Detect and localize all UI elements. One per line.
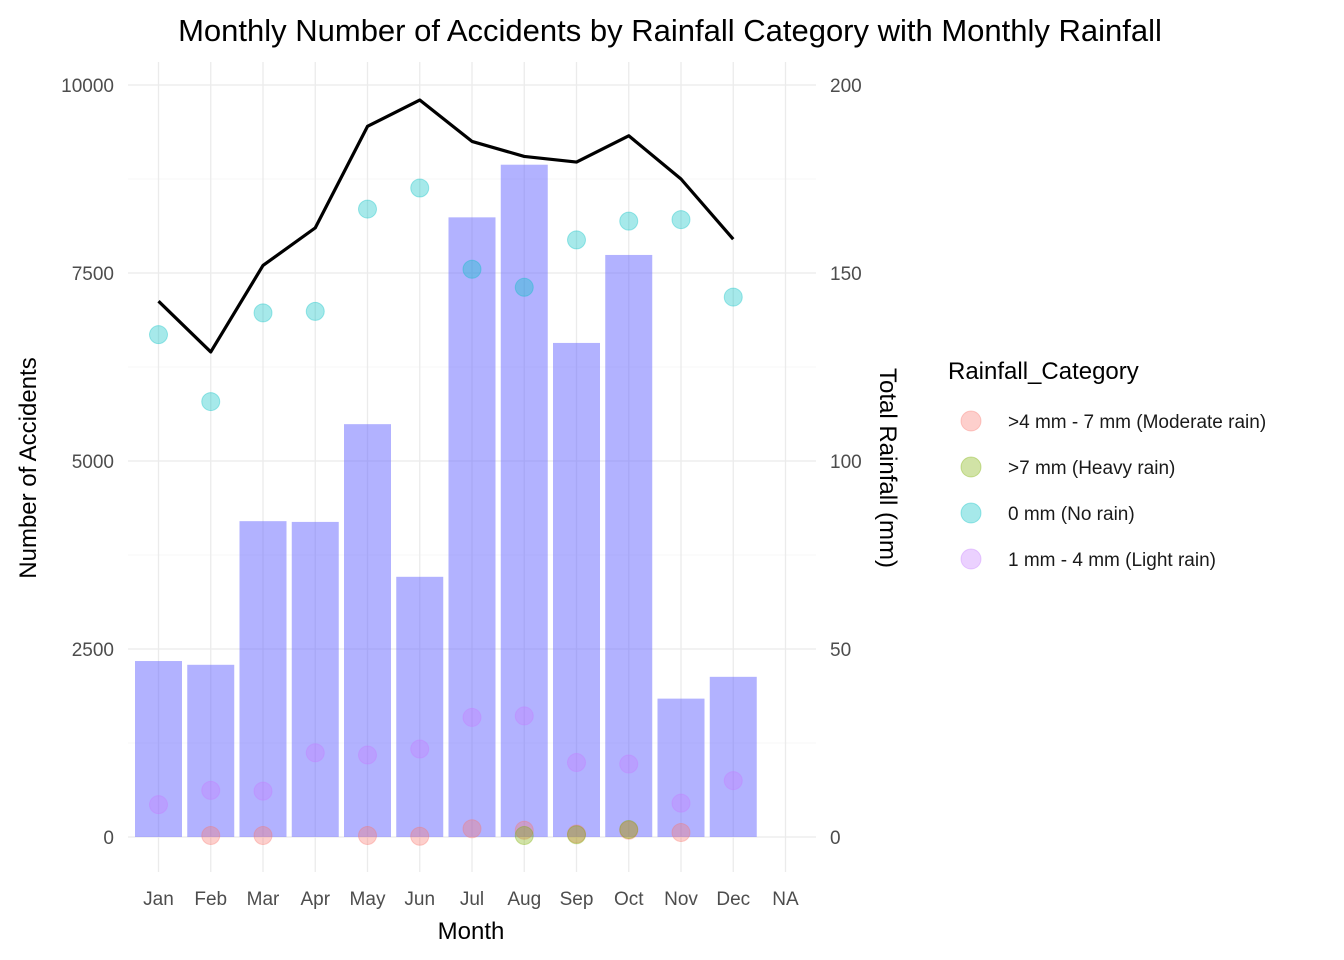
- x-axis-ticks: Jan Feb Mar Apr May Jun Jul Aug Sep Oct Nov Dec NA: [143, 889, 799, 910]
- bars: [135, 164, 757, 838]
- y2-tick-label: 100: [830, 452, 862, 473]
- point-series-3-nov: [671, 793, 691, 813]
- x-axis-title: Month: [438, 918, 505, 945]
- point-series-0-feb: [201, 825, 221, 845]
- bar-may: [344, 424, 391, 837]
- legend-item: >4 mm - 7 mm (Moderate rain): [960, 410, 1266, 433]
- point-series-0-oct: [619, 820, 639, 840]
- point-series-2-apr: [305, 301, 325, 321]
- y-axis-title: Number of Accidents: [15, 357, 42, 578]
- x-tick-label: Feb: [194, 889, 227, 910]
- x-tick-label: Jul: [460, 889, 484, 910]
- bar-sep: [553, 342, 600, 837]
- legend-key: [960, 410, 982, 432]
- y2-tick-label: 50: [830, 640, 851, 661]
- y-tick-label: 10000: [61, 76, 114, 97]
- point-series-0-may: [358, 825, 377, 845]
- bar-apr: [291, 521, 339, 837]
- legend: Rainfall_Category >4 mm - 7 mm (Moderate…: [948, 358, 1266, 571]
- x-tick-label: Aug: [507, 889, 541, 910]
- scatter-points: [149, 178, 743, 846]
- rainfall-line-path: [157, 98, 735, 354]
- legend-label: 0 mm (No rain): [1008, 504, 1135, 525]
- point-series-1-aug: [514, 825, 534, 845]
- point-series-0-jun: [410, 826, 430, 846]
- bar-nov: [657, 698, 705, 837]
- legend-label: 1 mm - 4 mm (Light rain): [1008, 550, 1216, 571]
- legend-label: >7 mm (Heavy rain): [1008, 458, 1175, 479]
- bar-oct: [605, 254, 653, 837]
- bar-jul: [448, 217, 496, 838]
- legend-key: [960, 456, 982, 478]
- point-series-3-oct: [619, 754, 639, 774]
- point-series-3-dec: [723, 771, 743, 791]
- bar-aug: [500, 164, 548, 837]
- x-tick-label: May: [350, 889, 386, 910]
- bar-jan: [135, 661, 182, 837]
- point-series-2-dec: [723, 287, 743, 307]
- point-series-0-nov: [671, 822, 691, 842]
- point-series-2-may: [358, 199, 377, 219]
- point-series-3-apr: [305, 743, 325, 763]
- point-series-3-jan: [149, 795, 168, 815]
- point-series-2-jan: [149, 325, 168, 345]
- y2-tick-label: 0: [830, 828, 841, 849]
- legend-item: 1 mm - 4 mm (Light rain): [960, 548, 1216, 571]
- point-series-3-feb: [201, 780, 221, 800]
- x-tick-label: Apr: [300, 889, 330, 910]
- point-series-2-jun: [410, 178, 430, 198]
- point-series-3-mar: [253, 781, 273, 801]
- point-series-2-feb: [201, 392, 221, 412]
- point-series-0-aug: [514, 820, 534, 840]
- y2-tick-label: 200: [830, 76, 862, 97]
- legend-key: [960, 502, 982, 524]
- point-series-0-sep: [567, 824, 586, 844]
- chart-title: Monthly Number of Accidents by Rainfall …: [178, 13, 1162, 48]
- x-tick-label: Nov: [664, 889, 698, 910]
- x-tick-label: Oct: [614, 889, 644, 910]
- rainfall-line: [157, 98, 735, 354]
- legend-item: >7 mm (Heavy rain): [960, 456, 1175, 479]
- point-series-2-oct: [619, 211, 639, 231]
- y-tick-label: 0: [103, 828, 114, 849]
- x-tick-label: Jun: [404, 889, 435, 910]
- legend-label: >4 mm - 7 mm (Moderate rain): [1008, 412, 1266, 433]
- point-series-2-aug: [514, 277, 534, 297]
- legend-key: [960, 548, 982, 570]
- legend-title: Rainfall_Category: [948, 358, 1139, 385]
- legend-item: 0 mm (No rain): [960, 502, 1135, 525]
- point-series-0-jul: [462, 819, 482, 839]
- point-series-2-mar: [253, 303, 273, 323]
- point-series-2-sep: [567, 230, 586, 250]
- x-tick-label: Sep: [560, 889, 594, 910]
- point-series-2-jul: [462, 259, 482, 279]
- point-series-3-sep: [567, 753, 586, 773]
- y-tick-label: 2500: [72, 640, 114, 661]
- point-series-3-aug: [514, 706, 534, 726]
- x-tick-label: Mar: [247, 889, 280, 910]
- y2-axis-ticks: 0 50 100 150 200: [830, 76, 862, 849]
- point-series-3-jul: [462, 707, 482, 727]
- bar-mar: [239, 521, 287, 837]
- point-series-1-sep: [567, 825, 586, 845]
- x-tick-label: NA: [772, 889, 799, 910]
- y-axis-ticks: 0 2500 5000 7500 10000: [61, 76, 114, 849]
- point-series-3-jun: [410, 739, 430, 759]
- bar-jun: [396, 576, 444, 837]
- x-tick-label: Dec: [716, 889, 750, 910]
- point-series-3-may: [358, 745, 377, 765]
- bar-feb: [187, 664, 235, 837]
- y2-axis-title: Total Rainfall (mm): [874, 368, 901, 568]
- x-tick-label: Jan: [143, 889, 174, 910]
- y-tick-label: 7500: [72, 264, 114, 285]
- point-series-2-nov: [671, 210, 691, 230]
- point-series-1-oct: [619, 819, 639, 839]
- bar-dec: [709, 676, 757, 837]
- y2-tick-label: 150: [830, 264, 862, 285]
- y-tick-label: 5000: [72, 452, 114, 473]
- point-series-0-mar: [253, 825, 273, 845]
